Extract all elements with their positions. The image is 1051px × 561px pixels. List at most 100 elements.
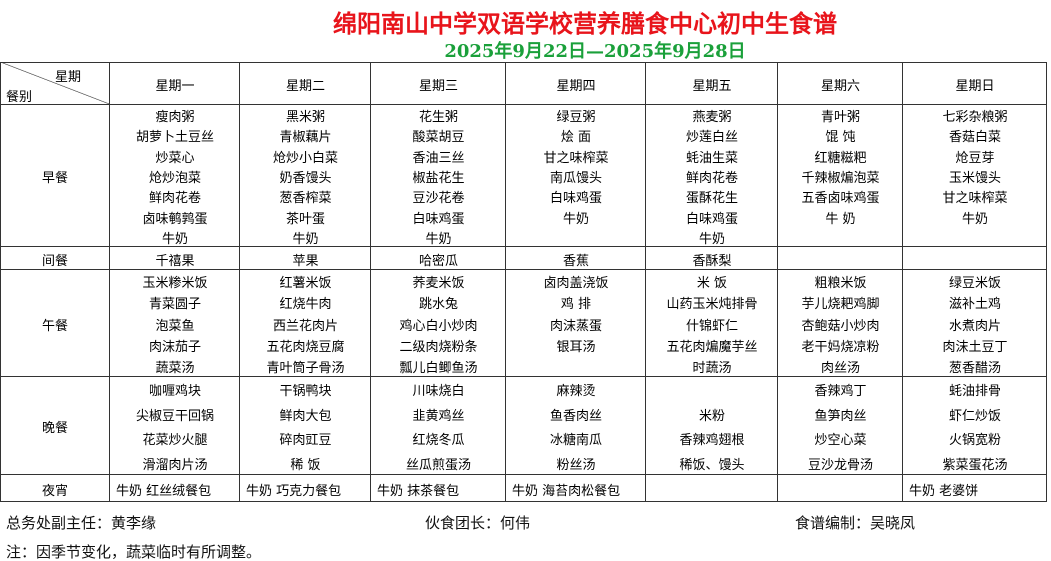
day-header: 星期二 [285,79,325,94]
dish: 香油三丝 [412,150,465,166]
dish: 青叶粥 [820,110,860,126]
dish: 卤味鹌鹑蛋 [142,211,208,227]
day-cell [110,475,240,502]
header-cell [778,62,903,105]
dish: 绿豆粥 [556,110,596,126]
day-cell [110,247,240,270]
dish: 鲜肉花卷 [685,171,738,186]
dish: 花菜炒火腿 [142,433,208,449]
dish: 山药玉米炖排骨 [666,297,758,313]
meal-name: 间餐 [41,253,68,269]
corner-cell [0,62,110,105]
dish: 红薯米饭 [279,275,332,291]
table-border [0,62,1,502]
dish: 茶叶蛋 [285,211,325,227]
day-header: 星期日 [955,79,995,94]
dish: 蚝油生菜 [685,150,738,166]
dish: 千禧果 [155,253,195,269]
dish: 玉米糁米饭 [142,275,208,291]
dish: 青叶筒子骨汤 [266,361,345,377]
dish: 粉丝汤 [556,457,596,473]
day-cell [506,377,646,475]
dish: 炒空心菜 [814,433,867,449]
dish: 燕麦粥 [692,110,732,126]
dish: 粗粮米饭 [814,275,867,291]
dish: 香辣鸡翅根 [679,433,745,449]
dish: 牛奶 [161,231,188,247]
dish: 炒菜心 [155,150,195,166]
dish: 鲜肉花卷 [148,191,201,207]
dish: 馄 饨 [825,130,856,146]
dish: 鱼笋肉丝 [814,408,867,424]
dish: 绿豆米饭 [948,275,1001,291]
dish: 奶香馒头 [279,171,332,186]
dish: 什锦虾仁 [685,318,738,334]
dish: 黑米粥 [285,110,325,126]
dish: 牛奶 [292,231,319,247]
dish: 韭黄鸡丝 [412,408,465,424]
day-cell [506,475,646,502]
dish: 酸菜胡豆 [412,130,465,146]
day-cell [371,247,506,270]
day-header: 星期四 [556,79,596,94]
dish: 五花肉烧豆腐 [266,339,345,355]
dish: 肉丝汤 [820,361,860,377]
day-cell [506,105,646,247]
dish: 甘之味榨菜 [942,191,1008,207]
dish: 豆沙花卷 [412,191,465,207]
dish: 干锅鸭块 [279,384,332,400]
day-cell [903,270,1047,377]
dish: 米 饭 [696,275,728,291]
day-cell [778,377,903,475]
dish: 椒盐花生 [412,171,465,186]
day-cell [646,377,778,475]
day-cell [240,475,371,502]
dish: 香酥梨 [692,253,732,269]
dish: 麻辣烫 [556,384,596,400]
day-cell [240,377,371,475]
dish: 水煮肉片 [948,318,1001,334]
header-cell [371,62,506,105]
day-cell [903,247,1047,270]
dish: 牛奶 老婆饼 [909,483,979,499]
day-cell [778,105,903,247]
dish: 泡菜鱼 [155,318,195,334]
corner-label: 星期 [55,70,82,85]
header-cell [506,62,646,105]
dish: 七彩杂粮粥 [942,110,1008,126]
dish: 芋儿烧耙鸡脚 [801,297,880,313]
meal-name: 午餐 [41,318,68,334]
dish: 鱼香肉丝 [549,408,602,424]
dish: 牛奶 海苔肉松餐包 [512,483,621,499]
dish: 鸡 排 [560,297,592,313]
dish: 时蔬汤 [692,361,732,377]
dish: 紫菜蛋花汤 [942,457,1008,473]
day-cell [240,105,371,247]
dish: 香菇白菜 [948,130,1001,146]
day-cell [110,270,240,377]
meal-cell [0,270,110,377]
dish: 哈密瓜 [418,253,458,269]
dish: 老干妈烧凉粉 [801,339,880,355]
meal-name: 晚餐 [41,421,68,436]
dish: 炝炒小白菜 [272,150,338,166]
header-cell [110,62,240,105]
dish: 牛奶 [425,231,452,247]
dish: 烩 面 [560,130,592,146]
dish: 炝豆芽 [955,150,995,166]
dish: 南瓜馒头 [549,171,602,186]
dish: 葱香醋汤 [948,361,1001,377]
dish: 牛奶 [961,211,988,227]
dish: 牛奶 抹茶餐包 [377,483,460,499]
dish: 甘之味榨菜 [543,150,609,166]
dish: 五香卤味鸡蛋 [801,191,880,207]
dish: 鲜肉大包 [279,408,332,424]
dish: 炝炒泡菜 [148,171,201,186]
corner-label: 餐别 [6,90,33,105]
dish: 香辣鸡丁 [814,384,867,400]
day-header: 星期一 [155,79,195,94]
dish: 鸡心白小炒肉 [399,318,478,334]
dish: 牛奶 [698,231,725,247]
dish: 白味鸡蛋 [412,211,465,227]
signature: 总务处副主任：黄李缘 [6,514,157,532]
